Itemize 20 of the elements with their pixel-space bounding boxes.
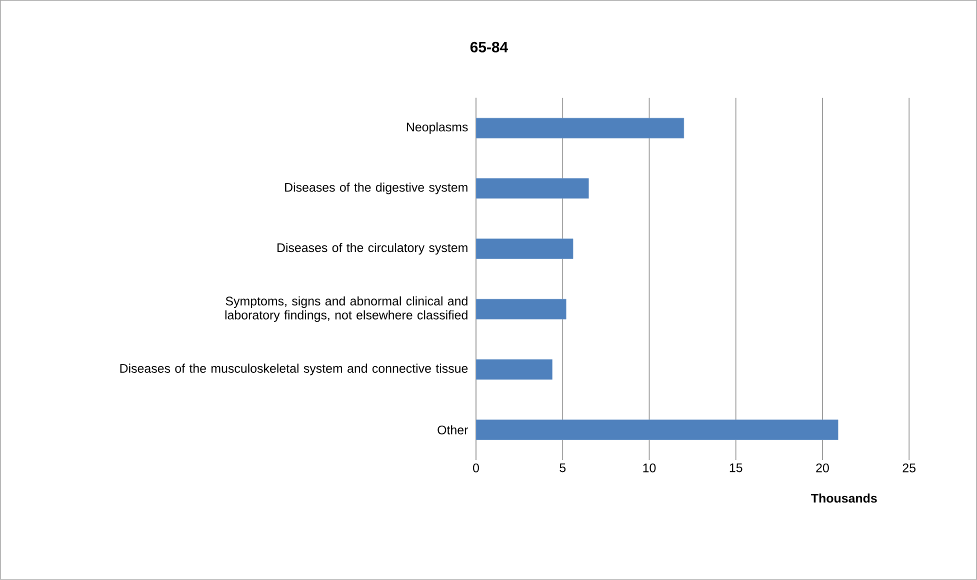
x-tick-label: 0 [473,464,479,472]
bar [476,178,589,199]
y-tick-label: Neoplasms [406,122,468,134]
y-tick-label: Other [438,425,468,434]
y-tick-label: Diseases of the circulatory system [277,243,468,255]
bar [476,359,552,380]
bar [476,238,574,260]
x-tick-label: 15 [730,464,742,472]
bar [476,420,838,440]
x-tick-label: 10 [643,464,656,472]
y-tick-label: Diseases of the digestive system [285,182,468,194]
y-tick-label: Symptoms, signs and abnormal clinical and laboratory findings, not elsewhere classified [225,296,468,322]
bar [476,298,566,320]
x-axis-title: Thousands [811,494,877,503]
bar [476,118,684,138]
x-tick-label: 20 [816,464,829,472]
x-tick-label: 5 [560,464,566,472]
x-tick-label: 25 [902,464,916,472]
y-tick-label: Diseases of the musculoskeletal system and connective tissue [120,364,468,376]
chart-title: 65-84 [470,42,508,52]
